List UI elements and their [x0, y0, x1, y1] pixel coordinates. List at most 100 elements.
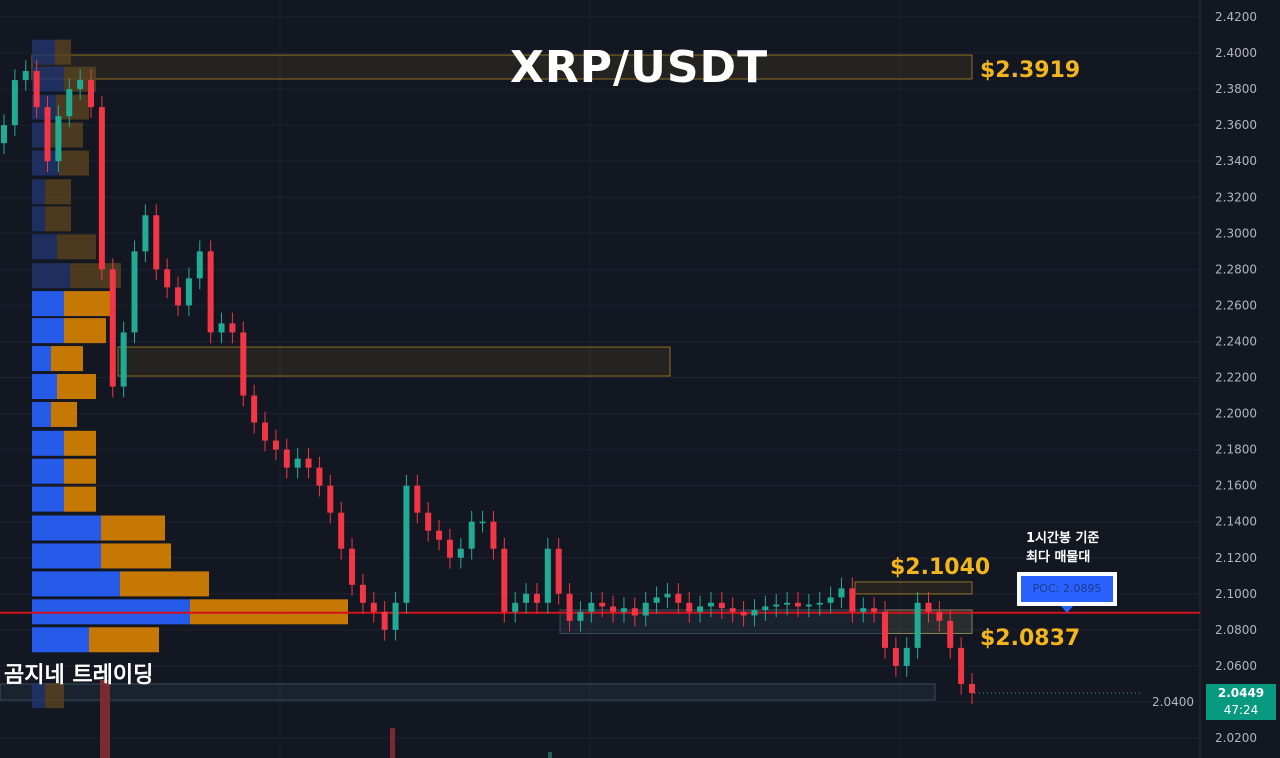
volume-profile-buy-bar [32, 543, 101, 569]
y-tick-label: 2.4000 [1215, 46, 1257, 60]
y-tick-label: 2.2600 [1215, 298, 1257, 312]
volume-profile-sell-bar [45, 206, 71, 232]
candle [381, 601, 388, 641]
candle-body [947, 620, 954, 648]
last-price-tag: 2.0449 47:24 [1206, 684, 1276, 720]
candle-body [588, 602, 595, 612]
candle-body [751, 610, 758, 616]
candle [653, 586, 660, 614]
candle-body [327, 485, 334, 513]
candle-body [55, 116, 62, 162]
volume-profile-buy-bar [32, 374, 57, 400]
candle [88, 69, 95, 118]
candle [642, 591, 649, 627]
candle-body [566, 593, 573, 621]
candle [914, 591, 921, 659]
candle [697, 595, 704, 623]
candle [359, 573, 366, 614]
candle [925, 591, 932, 623]
candle [436, 519, 443, 551]
poc-annotation-line2: 최다 매물대 [1026, 550, 1091, 565]
candle [153, 204, 160, 281]
candle [98, 96, 105, 281]
volume-profile-buy-bar [32, 627, 89, 653]
candle [860, 597, 867, 623]
y-tick-label: 2.2400 [1215, 334, 1257, 348]
candle-body [349, 548, 356, 585]
candle [240, 321, 247, 407]
candle-body [773, 604, 780, 607]
candle-body [240, 332, 247, 396]
candle-body [501, 548, 508, 612]
candle-body [544, 548, 551, 603]
candle [794, 591, 801, 618]
candle-body [914, 602, 921, 648]
candle-body [925, 602, 932, 612]
candle-body [436, 530, 443, 540]
y-tick-label: 2.3200 [1215, 190, 1257, 204]
volume-profile-sell-bar [59, 150, 89, 176]
level-label-mid: $2.1040 [890, 555, 991, 580]
volume-profile-buy-bar [32, 486, 64, 512]
candle-body [131, 251, 138, 333]
candle [479, 510, 486, 533]
volume-profile-buy-bar [32, 39, 55, 65]
price-zone [117, 346, 671, 377]
volume-profile-buy-bar [32, 206, 45, 232]
y-tick-label: 2.0800 [1215, 623, 1257, 637]
candle-body [729, 608, 736, 612]
candle [577, 601, 584, 632]
candle [349, 537, 356, 596]
volume-profile-buy-bar [32, 318, 64, 344]
candle [599, 591, 606, 618]
y-tick-label: 2.0600 [1215, 659, 1257, 673]
candle [22, 60, 29, 91]
last-price: 2.0449 [1217, 686, 1265, 700]
candle [142, 204, 149, 263]
y-tick-label: 2.1800 [1215, 443, 1257, 457]
volume-profile-buy-bar [32, 291, 64, 317]
candle [468, 510, 475, 560]
candle [620, 597, 627, 623]
candle [969, 673, 975, 704]
candle-body [251, 395, 258, 423]
candle [631, 597, 638, 627]
candle-body [675, 593, 682, 603]
candle-body [805, 604, 812, 607]
candle-body [403, 485, 410, 603]
candle-body [664, 593, 671, 598]
volume-profile-sell-bar [56, 94, 89, 120]
candle-body [490, 521, 497, 549]
candle-body [109, 269, 116, 387]
candle [66, 78, 73, 127]
candle [457, 537, 464, 569]
candle [294, 447, 301, 479]
candle-body [860, 608, 867, 612]
candle-body [33, 71, 40, 108]
price-zone [854, 581, 973, 595]
candle [164, 258, 171, 299]
price-zone [31, 54, 973, 80]
candle-body [272, 440, 279, 450]
candle-body [740, 611, 747, 616]
candle [305, 447, 312, 479]
candle [588, 591, 595, 623]
candle [262, 411, 269, 452]
volume-bar [390, 728, 395, 758]
price-zone [0, 683, 936, 701]
candle-body [370, 602, 377, 612]
candle [175, 276, 182, 317]
candle [196, 240, 203, 290]
volume-profile-sell-bar [64, 458, 96, 484]
candle-body [794, 602, 801, 607]
volume-profile-sell-bar [55, 39, 71, 65]
candle [512, 591, 519, 623]
candle [751, 599, 758, 627]
candle-body [153, 215, 160, 270]
candle-body [718, 602, 725, 609]
candle [218, 312, 225, 344]
y-tick-label: 2.1000 [1215, 587, 1257, 601]
candle-body [827, 597, 834, 603]
y-tick-label: 2.2800 [1215, 262, 1257, 276]
